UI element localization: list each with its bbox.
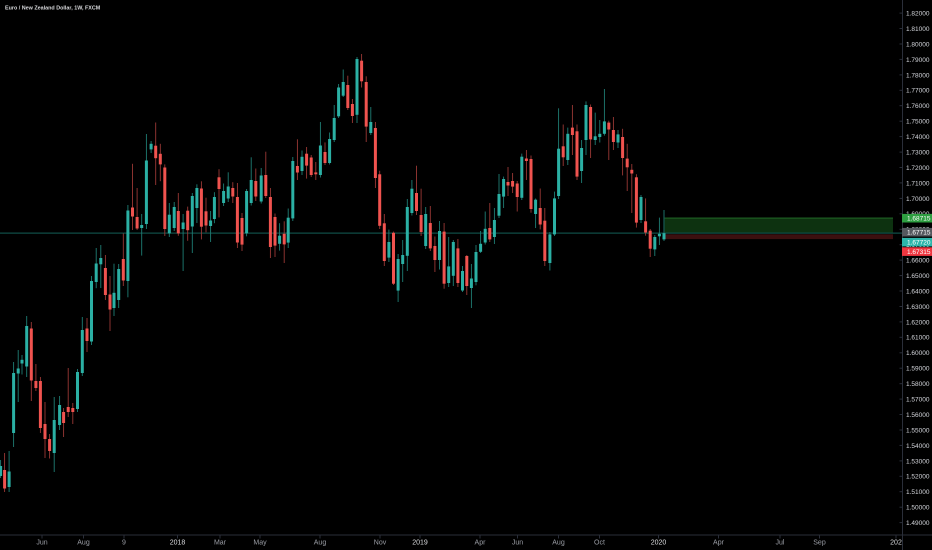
svg-text:1.61000: 1.61000 bbox=[906, 335, 930, 342]
svg-text:9: 9 bbox=[122, 540, 126, 547]
svg-text:Jul: Jul bbox=[776, 540, 785, 547]
svg-text:Apr: Apr bbox=[475, 540, 487, 547]
svg-text:1.51000: 1.51000 bbox=[906, 489, 930, 496]
svg-text:1.53000: 1.53000 bbox=[906, 458, 930, 465]
svg-text:1.81000: 1.81000 bbox=[906, 26, 930, 33]
svg-text:2020: 2020 bbox=[651, 540, 667, 547]
svg-text:1.67715: 1.67715 bbox=[907, 230, 931, 237]
svg-text:1.60000: 1.60000 bbox=[906, 350, 930, 357]
svg-text:2019: 2019 bbox=[412, 540, 428, 547]
svg-text:Euro / New Zealand Dollar, 1W,: Euro / New Zealand Dollar, 1W, FXCM bbox=[5, 6, 101, 12]
svg-text:Oct: Oct bbox=[594, 540, 605, 547]
svg-text:1.66000: 1.66000 bbox=[906, 258, 930, 265]
svg-text:1.67720: 1.67720 bbox=[907, 240, 931, 247]
svg-text:1.67315: 1.67315 bbox=[907, 249, 931, 256]
svg-text:1.57000: 1.57000 bbox=[906, 397, 930, 404]
svg-text:1.54000: 1.54000 bbox=[906, 443, 930, 450]
svg-text:Mar: Mar bbox=[214, 540, 227, 547]
svg-text:1.70000: 1.70000 bbox=[906, 196, 930, 203]
svg-text:Jun: Jun bbox=[512, 540, 523, 547]
svg-text:1.52000: 1.52000 bbox=[906, 474, 930, 481]
svg-text:1.74000: 1.74000 bbox=[906, 134, 930, 141]
svg-text:1.75000: 1.75000 bbox=[906, 119, 930, 126]
svg-text:1.58000: 1.58000 bbox=[906, 381, 930, 388]
svg-text:202: 202 bbox=[890, 540, 902, 547]
svg-text:Apr: Apr bbox=[713, 540, 725, 547]
svg-text:1.80000: 1.80000 bbox=[906, 41, 930, 48]
svg-text:2018: 2018 bbox=[170, 540, 186, 547]
svg-text:Sep: Sep bbox=[813, 540, 826, 547]
svg-text:1.65000: 1.65000 bbox=[906, 273, 930, 280]
svg-text:Aug: Aug bbox=[552, 540, 565, 547]
svg-text:1.79000: 1.79000 bbox=[906, 57, 930, 64]
svg-text:1.56000: 1.56000 bbox=[906, 412, 930, 419]
svg-text:Jun: Jun bbox=[36, 540, 47, 547]
svg-text:Aug: Aug bbox=[77, 540, 90, 547]
svg-text:Nov: Nov bbox=[374, 540, 387, 547]
svg-text:1.73000: 1.73000 bbox=[906, 150, 930, 157]
svg-text:1.76000: 1.76000 bbox=[906, 103, 930, 110]
svg-text:1.64000: 1.64000 bbox=[906, 288, 930, 295]
svg-text:May: May bbox=[253, 540, 267, 547]
svg-text:Aug: Aug bbox=[314, 540, 327, 547]
svg-text:1.68715: 1.68715 bbox=[907, 216, 931, 223]
svg-text:1.63000: 1.63000 bbox=[906, 304, 930, 311]
svg-text:1.71000: 1.71000 bbox=[906, 180, 930, 187]
svg-text:1.50000: 1.50000 bbox=[906, 505, 930, 512]
svg-text:1.55000: 1.55000 bbox=[906, 427, 930, 434]
svg-text:1.59000: 1.59000 bbox=[906, 366, 930, 373]
svg-text:1.62000: 1.62000 bbox=[906, 319, 930, 326]
svg-text:1.78000: 1.78000 bbox=[906, 72, 930, 79]
svg-text:1.49000: 1.49000 bbox=[906, 520, 930, 527]
svg-text:1.82000: 1.82000 bbox=[906, 11, 930, 18]
svg-text:1.77000: 1.77000 bbox=[906, 88, 930, 95]
svg-text:1.72000: 1.72000 bbox=[906, 165, 930, 172]
